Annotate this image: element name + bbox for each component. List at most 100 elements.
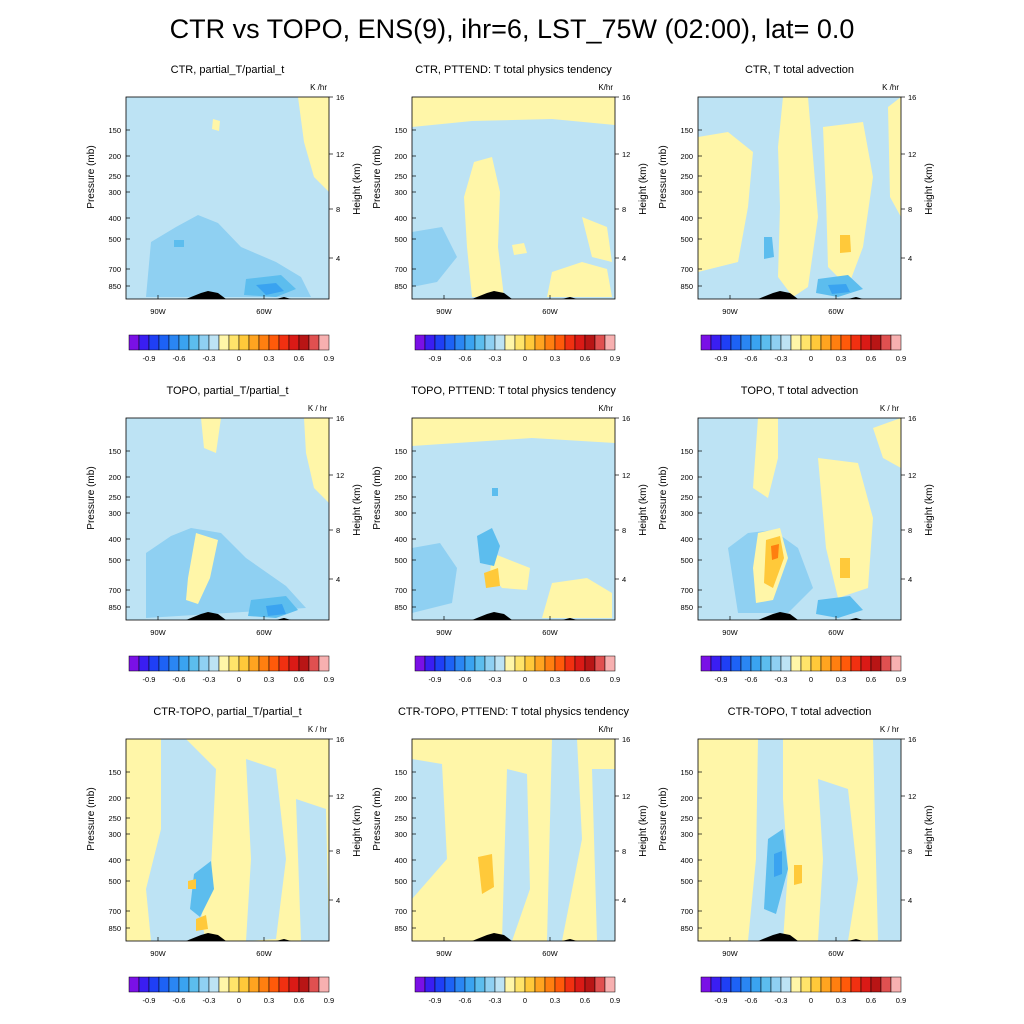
panel-1: CTR, partial_T/partial_t K /hr 150 200 250 30… xyxy=(86,64,363,363)
panel-units: K / hr xyxy=(880,725,899,734)
height-tick-label: 12 xyxy=(908,792,916,801)
terrain-mask xyxy=(562,939,577,941)
colorbar-swatch xyxy=(880,334,892,351)
colorbar-tick-label: -0.3 xyxy=(203,996,216,1005)
pressure-tick-label: 250 xyxy=(108,493,121,502)
colorbar-swatch xyxy=(890,976,902,993)
pressure-tick-label: 300 xyxy=(680,188,693,197)
panel-5: TOPO, PTTEND: T total physics tendency K/… xyxy=(372,385,649,684)
x-tick-label: 90W xyxy=(150,307,166,316)
colorbar-tick-label: 0.3 xyxy=(264,675,274,684)
terrain-mask xyxy=(758,933,798,941)
colorbar-swatch xyxy=(298,976,310,993)
pressure-tick-label: 200 xyxy=(394,473,407,482)
colorbar-swatch xyxy=(574,976,586,993)
pressure-tick-label: 400 xyxy=(394,856,407,865)
panel-units: K /hr xyxy=(310,83,327,92)
colorbar-swatch xyxy=(454,334,466,351)
colorbar-swatch xyxy=(278,334,290,351)
pressure-tick-label: 300 xyxy=(680,509,693,518)
pressure-tick-label: 200 xyxy=(108,152,121,161)
pressure-tick-label: 150 xyxy=(108,768,121,777)
pressure-tick-label: 250 xyxy=(680,814,693,823)
colorbar-tick-label: -0.3 xyxy=(775,354,788,363)
contour-region xyxy=(146,528,306,618)
colorbar-swatch xyxy=(298,655,310,672)
contour-region xyxy=(873,418,901,468)
colorbar-tick-label: 0.9 xyxy=(610,354,620,363)
x-tick-label: 60W xyxy=(256,949,272,958)
height-tick-label: 4 xyxy=(622,575,626,584)
colorbar-swatch xyxy=(584,655,596,672)
colorbar-swatch xyxy=(178,334,190,351)
panel-units: K/hr xyxy=(598,404,613,413)
colorbar-swatch xyxy=(730,334,742,351)
colorbar-tick-label: -0.9 xyxy=(143,354,156,363)
colorbar-tick-label: 0.6 xyxy=(580,996,590,1005)
colorbar-tick-label: 0.6 xyxy=(580,675,590,684)
colorbar-tick-label: 0 xyxy=(237,675,241,684)
height-tick-label: 8 xyxy=(622,847,626,856)
x-tick-label: 90W xyxy=(436,307,452,316)
y2-axis-label: Height (km) xyxy=(352,805,363,857)
colorbar-tick-label: -0.9 xyxy=(429,675,442,684)
colorbar-swatch xyxy=(268,655,280,672)
height-tick-label: 8 xyxy=(908,526,912,535)
terrain-mask xyxy=(562,618,577,620)
contour-region xyxy=(774,851,782,877)
height-tick-label: 4 xyxy=(336,896,340,905)
y-axis-label: Pressure (mb) xyxy=(372,787,383,850)
height-tick-label: 12 xyxy=(622,792,630,801)
colorbar-swatch xyxy=(504,334,516,351)
x-tick-label: 90W xyxy=(722,949,738,958)
colorbar-swatch xyxy=(554,976,566,993)
colorbar-swatch xyxy=(524,655,536,672)
height-tick-label: 16 xyxy=(336,735,344,744)
contour-region xyxy=(512,243,527,255)
contour-region xyxy=(592,769,615,941)
colorbar-swatch xyxy=(700,655,712,672)
colorbar-swatch xyxy=(760,655,772,672)
colorbar-tick-label: 0.9 xyxy=(324,675,334,684)
colorbar-swatch xyxy=(228,655,240,672)
colorbar-tick-label: -0.6 xyxy=(173,675,186,684)
pressure-tick-label: 700 xyxy=(108,907,121,916)
colorbar-swatch xyxy=(720,334,732,351)
colorbar-tick-label: 0.6 xyxy=(294,354,304,363)
colorbar-swatch xyxy=(534,655,546,672)
figure-title: CTR vs TOPO, ENS(9), ihr=6, LST_75W (02:… xyxy=(169,14,855,44)
colorbar-swatch xyxy=(464,976,476,993)
colorbar-tick-label: -0.3 xyxy=(203,354,216,363)
plot-frame xyxy=(697,96,902,300)
colorbar-tick-label: -0.9 xyxy=(143,675,156,684)
colorbar-swatch xyxy=(188,655,200,672)
height-tick-label: 12 xyxy=(908,150,916,159)
y-axis-label: Pressure (mb) xyxy=(658,466,669,529)
colorbar-swatch xyxy=(820,334,832,351)
panel-8: CTR-TOPO, PTTEND: T total physics tenden… xyxy=(372,706,649,1005)
contour-region xyxy=(873,739,901,941)
terrain-mask xyxy=(758,291,798,299)
y2-axis-label: Height (km) xyxy=(638,484,649,536)
x-tick-label: 90W xyxy=(150,949,166,958)
colorbar-swatch xyxy=(464,655,476,672)
pressure-tick-label: 850 xyxy=(394,282,407,291)
colorbar-swatch xyxy=(444,334,456,351)
height-tick-label: 4 xyxy=(908,896,912,905)
colorbar-tick-label: 0.3 xyxy=(836,996,846,1005)
pressure-tick-label: 300 xyxy=(394,188,407,197)
contour-region xyxy=(212,119,220,131)
colorbar-tick-label: 0 xyxy=(809,354,813,363)
contour-region xyxy=(484,568,500,588)
contour-region xyxy=(478,854,494,894)
colorbar-swatch xyxy=(198,334,210,351)
pressure-tick-label: 850 xyxy=(680,603,693,612)
contour-region xyxy=(190,861,214,917)
x-tick-label: 60W xyxy=(542,949,558,958)
colorbar-tick-label: 0 xyxy=(523,675,527,684)
colorbar-swatch xyxy=(248,334,260,351)
colorbar-swatch xyxy=(158,334,170,351)
colorbar-tick-label: -0.6 xyxy=(459,675,472,684)
colorbar: -0.9 -0.6 -0.3 0 0.3 0.6 0.9 xyxy=(414,655,620,684)
colorbar-swatch xyxy=(238,334,250,351)
